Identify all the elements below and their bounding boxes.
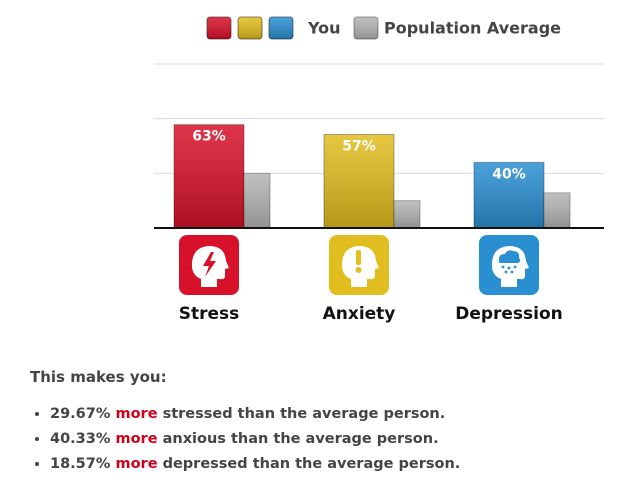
summary-text: anxious than the average person. bbox=[162, 431, 439, 447]
summary-emphasis: more bbox=[115, 431, 158, 447]
summary-heading: This makes you: bbox=[30, 368, 167, 386]
category-label: Depression bbox=[455, 304, 563, 324]
value-label: 57% bbox=[342, 139, 376, 155]
summary-item: 18.57% more depressed than the average p… bbox=[50, 452, 630, 477]
bar-shade bbox=[244, 173, 270, 228]
summary-value: 18.57% bbox=[50, 456, 111, 472]
summary-value: 40.33% bbox=[50, 431, 111, 447]
summary-text: stressed than the average person. bbox=[162, 406, 446, 422]
legend: You Population Average bbox=[206, 16, 561, 40]
legend-label: You bbox=[307, 19, 341, 38]
legend-label: Population Average bbox=[384, 19, 561, 38]
category-label: Stress bbox=[179, 304, 240, 324]
stress-icon bbox=[179, 235, 239, 295]
chart: 63% Stress 57% Anxiety 40% Depression You Popu… bbox=[154, 16, 604, 324]
legend-swatch-shade bbox=[238, 17, 262, 39]
category-label: Anxiety bbox=[323, 304, 396, 324]
bars: 63% Stress 57% Anxiety 40% Depression bbox=[154, 124, 604, 324]
anxiety-icon bbox=[329, 235, 389, 295]
value-label: 63% bbox=[192, 129, 226, 145]
bar-shade bbox=[474, 162, 544, 228]
summary: This makes you: 29.67% more stressed tha… bbox=[30, 368, 630, 477]
bar-shade bbox=[394, 200, 420, 228]
bar-shade bbox=[544, 192, 570, 228]
summary-value: 29.67% bbox=[50, 406, 111, 422]
bar-shade bbox=[174, 124, 244, 228]
legend-swatch-shade bbox=[354, 17, 378, 39]
summary-emphasis: more bbox=[115, 406, 158, 422]
bar-shade bbox=[324, 134, 394, 228]
legend-swatch-shade bbox=[269, 17, 293, 39]
summary-item: 29.67% more stressed than the average pe… bbox=[50, 402, 630, 427]
summary-item: 40.33% more anxious than the average per… bbox=[50, 427, 630, 452]
summary-emphasis: more bbox=[115, 456, 158, 472]
summary-text: depressed than the average person. bbox=[162, 456, 461, 472]
value-label: 40% bbox=[492, 166, 526, 182]
icons bbox=[179, 235, 539, 295]
depression-icon bbox=[479, 235, 539, 295]
legend-swatch-shade bbox=[207, 17, 231, 39]
summary-list: 29.67% more stressed than the average pe… bbox=[30, 402, 630, 477]
